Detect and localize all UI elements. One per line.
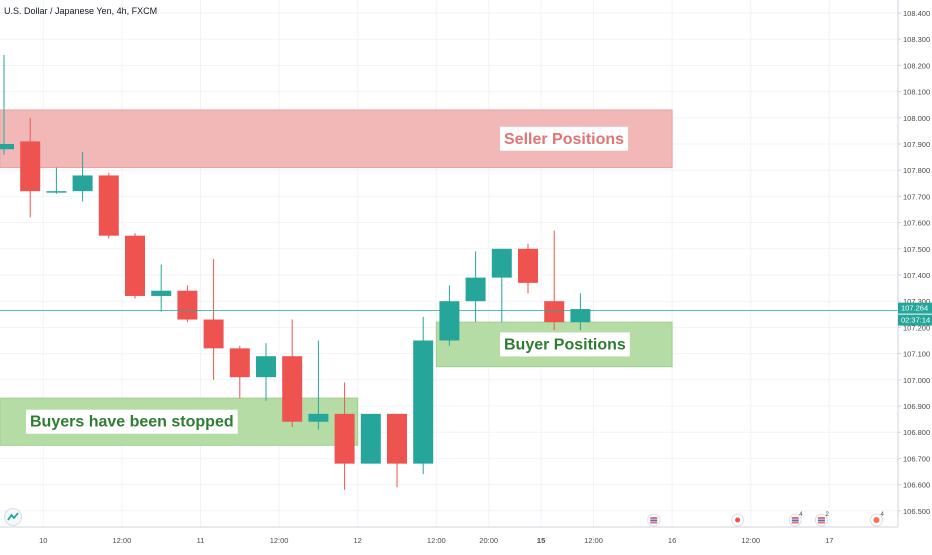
event-flag-stripe (817, 517, 825, 519)
price-tick-label: 107.000 (903, 376, 930, 385)
price-tick-label: 107.500 (903, 245, 930, 254)
candle-body[interactable] (98, 175, 119, 236)
price-tick-label: 108.200 (903, 61, 930, 70)
candle-body[interactable] (282, 356, 303, 422)
candle-body[interactable] (518, 248, 538, 283)
time-tick-label: 12:00 (113, 536, 132, 545)
zone-label-text: Buyers have been stopped (30, 414, 234, 431)
candle-body[interactable] (387, 413, 407, 464)
price-tick-label: 106.600 (903, 481, 930, 490)
candle-body[interactable] (308, 413, 329, 422)
event-flag-stripe (817, 522, 825, 524)
countdown-badge (898, 314, 932, 326)
candle-body[interactable] (570, 309, 591, 323)
event-dot-center (735, 517, 741, 523)
candle-body[interactable] (20, 141, 41, 192)
price-tick-label: 106.800 (903, 428, 930, 437)
price-tick-label: 108.300 (903, 35, 930, 44)
tradingview-logo-icon[interactable] (4, 508, 22, 526)
candle-body[interactable] (229, 348, 250, 378)
candle-body[interactable] (203, 319, 224, 349)
time-tick-label: 12:00 (741, 536, 760, 545)
price-tick-label: 108.100 (903, 88, 930, 97)
price-axis-background (898, 0, 932, 550)
event-flag-stripe (791, 522, 799, 524)
event-flag-stripe (650, 517, 658, 519)
zone-label-text: Buyer Positions (504, 336, 626, 353)
time-tick-label: 15 (537, 536, 545, 545)
time-tick-label: 12:00 (584, 536, 603, 545)
countdown-label: 02:37:14 (901, 316, 930, 325)
candle-body[interactable] (491, 248, 512, 278)
event-flag-stripe (791, 519, 799, 522)
price-tick-label: 107.400 (903, 271, 930, 280)
candle-body[interactable] (465, 277, 486, 302)
price-tick-label: 107.700 (903, 192, 930, 201)
time-tick-label: 17 (825, 536, 833, 545)
price-tick-label: 106.500 (903, 507, 930, 516)
candle-body[interactable] (256, 356, 276, 378)
zone-label-background (500, 126, 629, 151)
price-tick-label: 108.400 (903, 9, 930, 18)
time-tick-label: 12 (354, 536, 362, 545)
price-tick-label: 108.000 (903, 114, 930, 123)
price-tick-label: 107.200 (903, 323, 930, 332)
candle-body[interactable] (177, 290, 198, 320)
price-tick-label: 107.100 (903, 350, 930, 359)
price-tick-label: 107.600 (903, 219, 930, 228)
time-tick-label: 12:00 (270, 536, 289, 545)
event-badge: 4 (880, 512, 884, 518)
price-tick-label: 107.900 (903, 140, 930, 149)
time-tick-label: 20:00 (479, 536, 498, 545)
price-tick-label: 107.800 (903, 166, 930, 175)
price-tick-label: 106.900 (903, 402, 930, 411)
candle-body[interactable] (0, 144, 14, 150)
zone-label[interactable]: Buyer Positions (500, 332, 630, 357)
event-fire-center (873, 517, 880, 523)
price-tick-label: 106.700 (903, 454, 930, 463)
symbol-title: U.S. Dollar / Japanese Yen, 4h, FXCM (4, 6, 158, 16)
price-tick-label: 107.300 (903, 297, 930, 306)
event-flag-stripe (650, 519, 658, 522)
candle-body[interactable] (72, 175, 93, 192)
zone-label[interactable]: Buyers have been stopped (26, 409, 238, 434)
time-tick-label: 10 (39, 536, 47, 545)
time-tick-label: 12:00 (427, 536, 446, 545)
zone-label-background (26, 409, 238, 434)
candle-body[interactable] (125, 235, 145, 296)
current-price-badge (898, 302, 932, 314)
candle-body[interactable] (439, 301, 460, 341)
candle-body[interactable] (544, 301, 565, 323)
candle-body[interactable] (334, 413, 355, 464)
event-flag-stripe (817, 519, 825, 522)
event-badge: 2 (825, 512, 829, 518)
zone-label[interactable]: Seller Positions (500, 126, 629, 151)
event-flag-stripe (650, 522, 658, 524)
zone-label-background (500, 332, 630, 357)
time-tick-label: 11 (197, 536, 205, 545)
event-badge: 4 (799, 512, 803, 518)
candle-body[interactable] (151, 290, 172, 296)
candle-body[interactable] (46, 191, 67, 193)
current-price-label: 107.264 (901, 304, 928, 313)
time-tick-label: 16 (668, 536, 676, 545)
candle-body[interactable] (360, 413, 381, 464)
event-flag-stripe (791, 517, 799, 519)
candle-body[interactable] (413, 340, 434, 464)
zone-label-text: Seller Positions (504, 131, 624, 148)
